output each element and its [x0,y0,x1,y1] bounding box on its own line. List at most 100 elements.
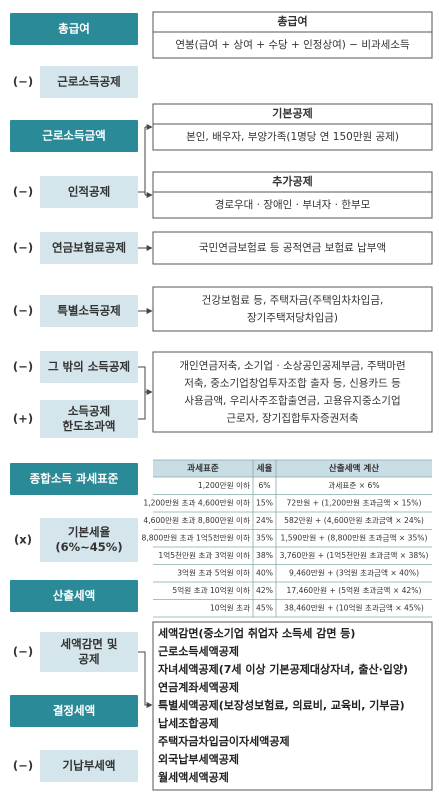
table-cell: 1,200만원 이하 [198,480,250,490]
note-text: 근로자, 장기집합투자증권저축 [226,412,359,424]
step-label: 종합소득 과세표준 [30,472,119,486]
operator: (−) [13,304,33,318]
deduction-box [40,232,138,264]
step-label: 세액감면 및 [61,637,118,651]
operator: (−) [13,75,33,89]
note-box [152,351,433,433]
note-text: 국민연금보험료 등 공적연금 보험료 납부액 [199,242,386,254]
total-box [10,463,138,495]
credit-item: 외국납부세액공제 [158,752,239,766]
note-text: 사용금액, 우리사주조합출연금, 고용유지중소기업 [184,394,400,407]
operator: (−) [13,360,33,374]
step-label: 기본세율 [68,525,111,539]
table-cell: 3억원 초과 5억원 이하 [177,567,250,577]
step-label: 한도초과액 [63,419,116,433]
note-text: 저축, 중소기업창업투자조합 출자 등, 신용카드 등 [184,376,401,389]
table-cell: 10억원 초과 [210,603,250,612]
step-label: 근로소득금액 [42,129,105,143]
operator: (−) [13,645,33,659]
note-box [152,11,433,59]
note-title: 총급여 [277,14,307,28]
connector [138,127,146,195]
operator: (x) [14,533,32,547]
step-label: 연금보험료공제 [52,241,126,255]
deduction-box [40,518,138,562]
credit-item: 세액감면(중소기업 취업자 소득세 감면 등) [158,626,355,640]
table-header: 세율 [257,462,273,474]
total-box [10,695,138,727]
table-cell: 1억5천만원 초과 3억원 이하 [158,550,250,560]
step-label: (6%~45%) [55,540,122,554]
table-cell: 9,460만원 + (3억원 초과금액 × 40%) [289,567,419,577]
step-label: 기납부세액 [63,759,116,773]
total-box [10,580,138,612]
note-text: 건강보험료 등, 주택자금(주택임차차입금, [202,293,384,306]
step-label: 그 밖의 소득공제 [48,360,130,374]
connectors [138,124,153,708]
table-cell: 1,590만원 + (8,800만원 초과금액 × 35%) [281,532,428,542]
deduction-box [40,750,138,782]
arrow [138,651,153,708]
credit-item: 자녀세액공제(7세 이상 기본공제대상자녀, 출산·입양) [158,662,408,676]
table-cell: 38% [256,551,273,560]
note-box [152,286,433,332]
table-header: 산출세액 계산 [329,462,380,474]
step-label: 산출세액 [53,589,95,603]
note-text: 장기주택저당차입금) [247,311,338,324]
deduction-box [40,295,138,327]
note-box [152,231,433,265]
credit-item: 월세액세액공제 [158,770,229,784]
table-cell: 582만원 + (4,600만원 초과금액 × 24%) [284,515,424,525]
note-text: 개인연금저축, 소기업 · 소상공인공제부금, 주택마련 [179,359,405,372]
table-cell: 72만원 + (1,200만원 초과금액 × 15%) [287,497,422,507]
note-title: 기본공제 [272,106,312,120]
deduction-box [40,400,138,438]
note-box [152,103,433,151]
table-cell: 42% [256,586,273,595]
credit-box [152,621,433,791]
connector [138,366,146,420]
table-header: 과세표준 [187,462,219,474]
operator: (−) [13,241,33,255]
table-cell: 40% [256,568,273,577]
credit-item: 근로소득세액공제 [158,644,239,658]
operator: (+) [13,412,33,426]
table-cell: 17,460만원 + (5억원 초과금액 × 42%) [287,585,422,595]
operator: (−) [13,759,33,773]
step-label: 특별소득공제 [57,304,120,318]
note-box [152,171,433,219]
step-label: 근로소득공제 [57,75,120,89]
deduction-box [40,351,138,383]
credit-item: 납세조합공제 [158,716,219,730]
total-box [10,120,138,152]
table-cell: 4,600만원 초과 8,800만원 이하 [143,515,250,525]
step-label: 공제 [78,652,99,666]
step-label: 결정세액 [53,704,95,718]
table-cell: 6% [258,481,270,490]
table-cell: 35% [256,533,273,542]
step-label: 총급여 [58,22,90,36]
deduction-box [40,66,138,98]
note-title: 추가공제 [272,174,312,188]
note-text: 연봉(급여 + 상여 + 수당 + 인정상여) − 비과세소득 [175,39,410,51]
table-cell: 38,460만원 + (10억원 초과금액 × 45%) [284,602,424,612]
table-cell: 24% [256,516,273,525]
deduction-box [40,632,138,672]
table-cell: 15% [256,498,273,507]
table-cell: 45% [256,603,273,612]
table-cell: 과세표준 × 6% [328,481,379,490]
note-text: 경로우대 · 장애인 · 부녀자 · 한부모 [215,198,371,211]
deduction-box [40,176,138,208]
credit-item: 특별세액공제(보장성보험료, 의료비, 교육비, 기부금) [158,698,405,712]
credit-item: 연금계좌세액공제 [158,680,239,694]
operator: (−) [13,185,33,199]
step-label: 소득공제 [68,404,110,418]
note-text: 본인, 배우자, 부양가족(1명당 연 150만원 공제) [186,131,399,143]
table-cell: 8,800만원 초과 1억5천만원 이하 [141,532,250,542]
credit-item: 주택자금차입금이자세액공제 [158,734,290,748]
table-cell: 3,760만원 + (1억5천만원 초과금액 × 38%) [280,550,429,560]
table-header-bg [153,460,432,477]
table-cell: 1,200만원 초과 4,600만원 이하 [143,497,250,507]
